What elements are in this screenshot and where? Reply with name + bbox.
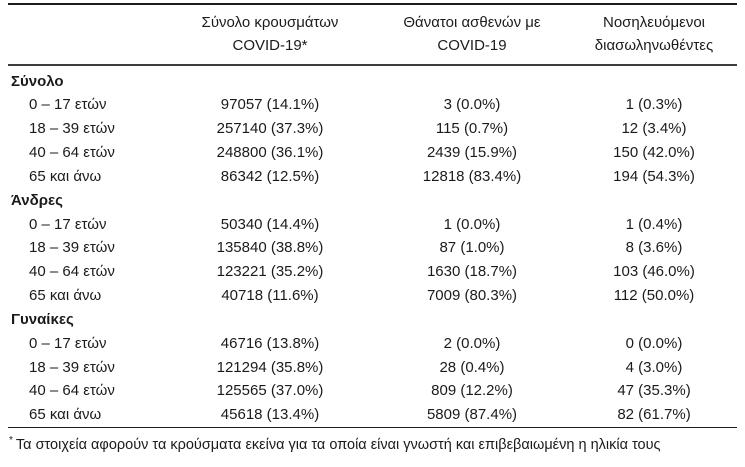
age-row: 0 – 17 ετών 46716 (13.8%) 2 (0.0%) 0 (0.… [8, 331, 737, 355]
age-row: 40 – 64 ετών 248800 (36.1%) 2439 (15.9%)… [8, 141, 737, 165]
footnote-asterisk: * [9, 434, 13, 446]
age-row: 18 – 39 ετών 257140 (37.3%) 115 (0.7%) 1… [8, 117, 737, 141]
deaths-cell: 5809 (87.4%) [426, 406, 518, 424]
deaths-cell: 7009 (80.3%) [426, 286, 518, 304]
table-header: Σύνολο κρουσμάτων COVID-19* Θάνατοι ασθε… [8, 4, 737, 65]
col-header-intubated-line2: διασωληνωθέντες [594, 37, 714, 54]
col-header-deaths: Θάνατοι ασθενών με COVID-19 [373, 4, 571, 65]
intubated-cell: 8 (3.6%) [625, 239, 683, 257]
deaths-cell: 809 (12.2%) [431, 382, 513, 400]
age-label: 40 – 64 ετών [29, 382, 115, 400]
age-row: 40 – 64 ετών 125565 (37.0%) 809 (12.2%) … [8, 379, 737, 403]
age-label: 0 – 17 ετών [29, 215, 107, 233]
cases-cell: 86342 (12.5%) [220, 167, 320, 185]
deaths-cell: 1 (0.0%) [443, 215, 501, 233]
intubated-cell: 150 (42.0%) [613, 143, 695, 161]
footnote: * Τα στοιχεία αφορούν τα κρούσματα εκείνα… [8, 431, 738, 455]
col-header-intubated-line1: Νοσηλευόμενοι [602, 14, 705, 31]
age-label: 40 – 64 ετών [29, 263, 115, 281]
intubated-cell: 194 (54.3%) [613, 167, 695, 185]
section-row-men: Άνδρες [8, 188, 737, 212]
section-label: Γυναίκες [11, 310, 74, 328]
age-row: 65 και άνω 45618 (13.4%) 5809 (87.4%) 82… [8, 403, 737, 427]
cases-cell: 125565 (37.0%) [216, 382, 324, 400]
age-row: 65 και άνω 40718 (11.6%) 7009 (80.3%) 11… [8, 284, 737, 308]
age-row: 0 – 17 ετών 97057 (14.1%) 3 (0.0%) 1 (0.… [8, 93, 737, 117]
intubated-cell: 12 (3.4%) [621, 120, 687, 138]
covid-age-sex-table: Σύνολο κρουσμάτων COVID-19* Θάνατοι ασθε… [8, 3, 737, 428]
age-label: 65 και άνω [29, 286, 102, 304]
col-header-deaths-line2: COVID-19 [437, 37, 507, 54]
section-label: Σύνολο [11, 72, 64, 90]
col-header-empty [8, 4, 167, 65]
col-header-intubated: Νοσηλευόμενοι διασωληνωθέντες [571, 4, 737, 65]
col-header-cases: Σύνολο κρουσμάτων COVID-19* [167, 4, 373, 65]
cases-cell: 121294 (35.8%) [216, 358, 324, 376]
age-label: 0 – 17 ετών [29, 334, 107, 352]
intubated-cell: 0 (0.0%) [625, 334, 683, 352]
section-row-total: Σύνολο [8, 65, 737, 93]
age-row: 40 – 64 ετών 123221 (35.2%) 1630 (18.7%)… [8, 260, 737, 284]
intubated-cell: 82 (61.7%) [617, 406, 691, 424]
age-label: 65 και άνω [29, 406, 102, 424]
col-header-cases-line2: COVID-19* [232, 37, 308, 54]
intubated-cell: 1 (0.4%) [625, 215, 683, 233]
intubated-cell: 4 (3.0%) [625, 358, 683, 376]
intubated-cell: 47 (35.3%) [617, 382, 691, 400]
age-row: 0 – 17 ετών 50340 (14.4%) 1 (0.0%) 1 (0.… [8, 212, 737, 236]
footnote-text: Τα στοιχεία αφορούν τα κρούσματα εκείνα … [15, 436, 661, 453]
deaths-cell: 87 (1.0%) [439, 239, 505, 257]
age-label: 18 – 39 ετών [29, 239, 115, 257]
table-header-row: Σύνολο κρουσμάτων COVID-19* Θάνατοι ασθε… [8, 4, 737, 65]
deaths-cell: 12818 (83.4%) [422, 167, 522, 185]
age-label: 18 – 39 ετών [29, 358, 115, 376]
age-row: 18 – 39 ετών 135840 (38.8%) 87 (1.0%) 8 … [8, 236, 737, 260]
age-label: 40 – 64 ετών [29, 143, 115, 161]
cases-cell: 46716 (13.8%) [220, 334, 320, 352]
col-header-cases-line1: Σύνολο κρουσμάτων [201, 14, 339, 31]
cases-cell: 248800 (36.1%) [216, 143, 324, 161]
table-body: Σύνολο 0 – 17 ετών 97057 (14.1%) 3 (0.0%… [8, 65, 737, 428]
intubated-cell: 112 (50.0%) [613, 286, 695, 304]
cases-cell: 97057 (14.1%) [220, 96, 320, 114]
age-label: 65 και άνω [29, 167, 102, 185]
cases-cell: 257140 (37.3%) [216, 120, 324, 138]
col-header-deaths-line1: Θάνατοι ασθενών με [403, 14, 541, 31]
age-row: 18 – 39 ετών 121294 (35.8%) 28 (0.4%) 4 … [8, 355, 737, 379]
deaths-cell: 28 (0.4%) [439, 358, 505, 376]
deaths-cell: 1630 (18.7%) [426, 263, 518, 281]
intubated-cell: 1 (0.3%) [625, 96, 683, 114]
cases-cell: 50340 (14.4%) [220, 215, 320, 233]
age-row: 65 και άνω 86342 (12.5%) 12818 (83.4%) 1… [8, 164, 737, 188]
deaths-cell: 2 (0.0%) [443, 334, 501, 352]
age-label: 18 – 39 ετών [29, 120, 115, 138]
deaths-cell: 115 (0.7%) [435, 120, 509, 138]
deaths-cell: 3 (0.0%) [443, 96, 501, 114]
deaths-cell: 2439 (15.9%) [426, 143, 518, 161]
cases-cell: 135840 (38.8%) [216, 239, 324, 257]
cases-cell: 45618 (13.4%) [220, 406, 320, 424]
section-row-women: Γυναίκες [8, 307, 737, 331]
age-label: 0 – 17 ετών [29, 96, 107, 114]
intubated-cell: 103 (46.0%) [613, 263, 695, 281]
cases-cell: 40718 (11.6%) [221, 286, 319, 304]
section-label: Άνδρες [11, 191, 63, 209]
cases-cell: 123221 (35.2%) [216, 263, 324, 281]
